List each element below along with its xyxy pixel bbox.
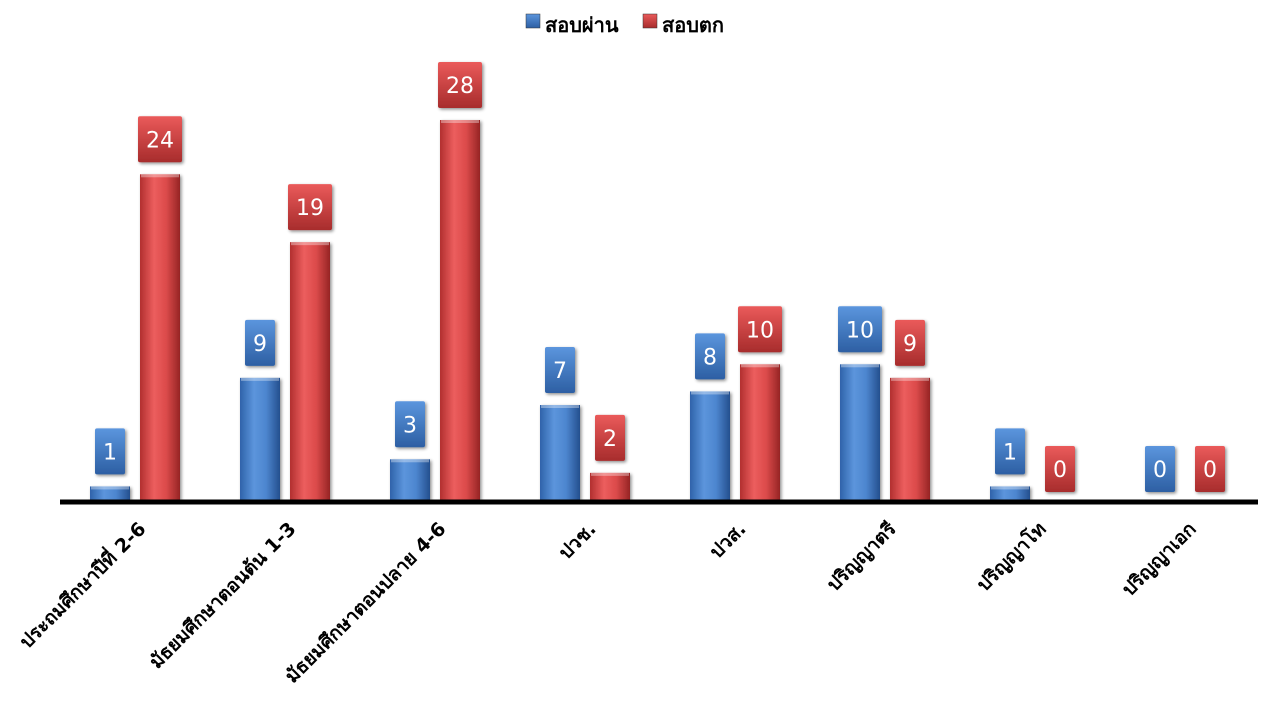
bar-highlight-fail-0 xyxy=(141,174,179,178)
data-label-box-pass-5 xyxy=(838,306,882,353)
bar-highlight-pass-4 xyxy=(691,391,729,395)
bar-pass-0 xyxy=(90,486,130,500)
data-label-pass-6: 1 xyxy=(1003,440,1017,465)
bar-highlight-pass-0 xyxy=(91,486,129,490)
bar-highlight-pass-6 xyxy=(991,486,1029,490)
data-label-fail-4: 10 xyxy=(746,318,774,343)
bar-highlight-fail-5 xyxy=(891,377,929,381)
data-label-box-pass-1 xyxy=(245,319,275,366)
data-label-box-fail-2 xyxy=(438,62,482,108)
data-label-pass-2: 3 xyxy=(403,413,417,438)
bar-highlight-fail-4 xyxy=(741,364,779,368)
data-label-pass-3: 7 xyxy=(553,359,567,384)
bar-highlight-pass-3 xyxy=(541,405,579,408)
data-label-fail-1: 19 xyxy=(296,196,324,221)
data-label-fail-5: 9 xyxy=(903,332,917,357)
bar-fail-0 xyxy=(140,174,180,501)
data-label-fail-3: 2 xyxy=(603,427,617,452)
bar-pass-4 xyxy=(690,391,730,500)
legend-swatch-fail xyxy=(642,13,658,29)
bar-highlight-fail-2 xyxy=(441,120,479,123)
data-label-fail-0: 24 xyxy=(146,128,174,153)
data-label-fail-7: 0 xyxy=(1203,458,1217,483)
bar-fail-5 xyxy=(890,377,930,500)
category-label-7: ปริญญาเอก xyxy=(1118,518,1201,601)
bar-pass-6 xyxy=(990,486,1030,500)
legend: สอบผ่าน สอบตก xyxy=(525,13,724,37)
data-label-box-fail-6 xyxy=(1045,446,1075,492)
legend-swatch-pass xyxy=(525,13,541,29)
bar-pass-5 xyxy=(840,364,880,500)
category-labels: ประถมศึกษาปีที่ 2-6มัธยมศึกษาตอนต้น 1-3ม… xyxy=(14,516,1201,688)
data-label-pass-1: 9 xyxy=(253,332,267,357)
bar-highlight-pass-1 xyxy=(241,377,279,381)
category-label-6: ปริญญาโท xyxy=(972,517,1051,596)
bar-fail-1 xyxy=(290,242,330,500)
bar-highlight-fail-1 xyxy=(291,242,329,246)
category-label-3: ปวช. xyxy=(555,518,601,564)
data-label-fail-6: 0 xyxy=(1053,458,1067,483)
data-label-pass-4: 8 xyxy=(703,345,717,370)
category-label-0: ประถมศึกษาปีที่ 2-6 xyxy=(14,516,151,653)
data-label-box-pass-2 xyxy=(395,401,425,448)
data-label-box-fail-5 xyxy=(895,319,925,366)
bar-pass-3 xyxy=(540,405,580,500)
bar-fail-3 xyxy=(590,472,630,500)
data-label-pass-7: 0 xyxy=(1153,458,1167,483)
bar-highlight-pass-2 xyxy=(391,459,429,463)
data-label-fail-2: 28 xyxy=(446,74,474,99)
legend-label-fail: สอบตก xyxy=(662,13,724,37)
category-label-2: มัธยมศึกษาตอนปลาย 4-6 xyxy=(281,518,451,688)
data-label-box-pass-7 xyxy=(1145,446,1175,492)
data-label-box-pass-4 xyxy=(695,333,725,380)
data-label-box-pass-0 xyxy=(95,428,125,475)
data-label-box-fail-4 xyxy=(738,306,782,353)
legend-label-pass: สอบผ่าน xyxy=(545,13,619,37)
bar-fail-4 xyxy=(740,364,780,500)
category-label-1: มัธยมศึกษาตอนต้น 1-3 xyxy=(145,518,300,673)
data-label-box-fail-1 xyxy=(288,184,332,231)
bar-fail-2 xyxy=(440,120,480,500)
bars xyxy=(90,120,1030,501)
bar-pass-1 xyxy=(240,377,280,500)
bar-highlight-pass-5 xyxy=(841,364,879,368)
bar-pass-2 xyxy=(390,459,430,500)
data-label-box-fail-3 xyxy=(595,414,625,461)
bar-highlight-fail-3 xyxy=(591,472,629,476)
data-label-box-pass-3 xyxy=(545,347,575,393)
data-label-box-pass-6 xyxy=(995,428,1025,475)
category-label-4: ปวส. xyxy=(706,518,751,563)
data-label-pass-5: 10 xyxy=(846,318,874,343)
category-label-5: ปริญญาตรี xyxy=(823,517,901,595)
data-label-box-fail-7 xyxy=(1195,446,1225,492)
data-label-box-fail-0 xyxy=(138,116,182,163)
data-label-pass-0: 1 xyxy=(103,440,117,465)
